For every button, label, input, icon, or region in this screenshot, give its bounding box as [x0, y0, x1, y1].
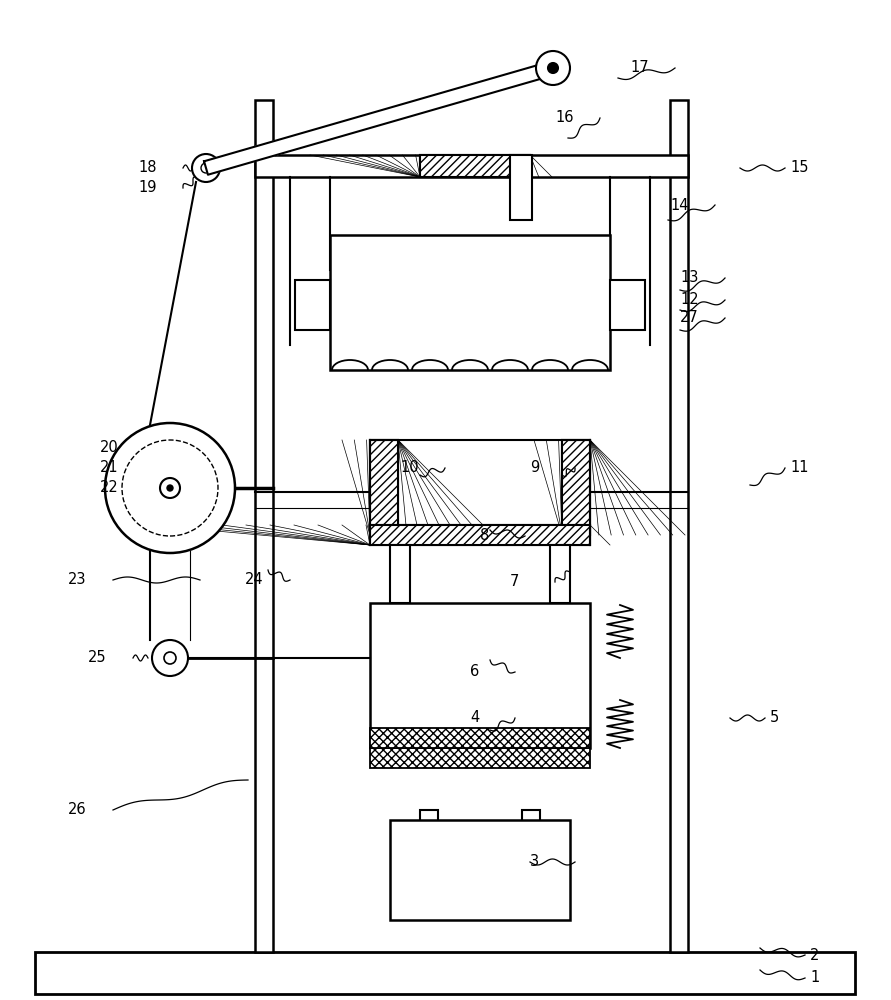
Bar: [610, 280, 645, 330]
Text: 25: 25: [88, 650, 107, 666]
Bar: [510, 155, 532, 220]
Text: 7: 7: [510, 574, 519, 589]
Circle shape: [167, 485, 173, 491]
Text: 24: 24: [245, 572, 264, 587]
Bar: [370, 525, 590, 545]
Bar: [295, 280, 330, 330]
Text: 11: 11: [790, 460, 808, 476]
Text: 4: 4: [470, 710, 479, 726]
Text: 15: 15: [790, 160, 808, 176]
Text: 23: 23: [68, 572, 86, 587]
Text: 6: 6: [470, 664, 479, 680]
Circle shape: [122, 440, 218, 536]
Bar: [370, 440, 398, 535]
Bar: [370, 603, 590, 748]
Bar: [255, 100, 273, 952]
Circle shape: [105, 423, 235, 553]
Bar: [370, 440, 398, 535]
Text: 3: 3: [530, 854, 539, 869]
Text: 1: 1: [810, 970, 819, 986]
Text: 18: 18: [138, 160, 157, 176]
Circle shape: [160, 478, 180, 498]
Circle shape: [536, 51, 570, 85]
Circle shape: [164, 652, 176, 664]
Text: 8: 8: [480, 528, 489, 544]
Bar: [35, 952, 855, 994]
Text: 16: 16: [555, 110, 574, 125]
Circle shape: [192, 154, 220, 182]
Text: 27: 27: [680, 310, 699, 326]
Text: 20: 20: [100, 440, 119, 456]
Circle shape: [548, 63, 558, 73]
Bar: [550, 545, 570, 603]
Text: 19: 19: [138, 180, 157, 196]
Text: 14: 14: [670, 198, 689, 213]
Bar: [370, 728, 590, 748]
Text: 12: 12: [680, 292, 699, 308]
Text: 10: 10: [400, 460, 419, 476]
Bar: [390, 820, 570, 920]
Polygon shape: [204, 61, 555, 175]
Text: 21: 21: [100, 460, 119, 476]
Circle shape: [152, 640, 188, 676]
Bar: [370, 748, 590, 768]
Text: 9: 9: [530, 460, 539, 476]
Text: 22: 22: [100, 481, 119, 495]
Circle shape: [201, 163, 211, 173]
Bar: [670, 100, 688, 952]
Text: 26: 26: [68, 802, 86, 818]
Bar: [562, 440, 590, 535]
Bar: [255, 155, 688, 177]
Bar: [370, 525, 590, 545]
Text: 13: 13: [680, 270, 699, 286]
Bar: [420, 810, 438, 890]
Bar: [522, 810, 540, 890]
Bar: [420, 155, 530, 177]
Bar: [420, 155, 530, 177]
Text: 5: 5: [770, 710, 780, 726]
Bar: [390, 545, 410, 603]
Text: 2: 2: [810, 948, 820, 962]
Bar: [330, 235, 610, 370]
Bar: [562, 440, 590, 535]
Text: 17: 17: [630, 60, 649, 76]
